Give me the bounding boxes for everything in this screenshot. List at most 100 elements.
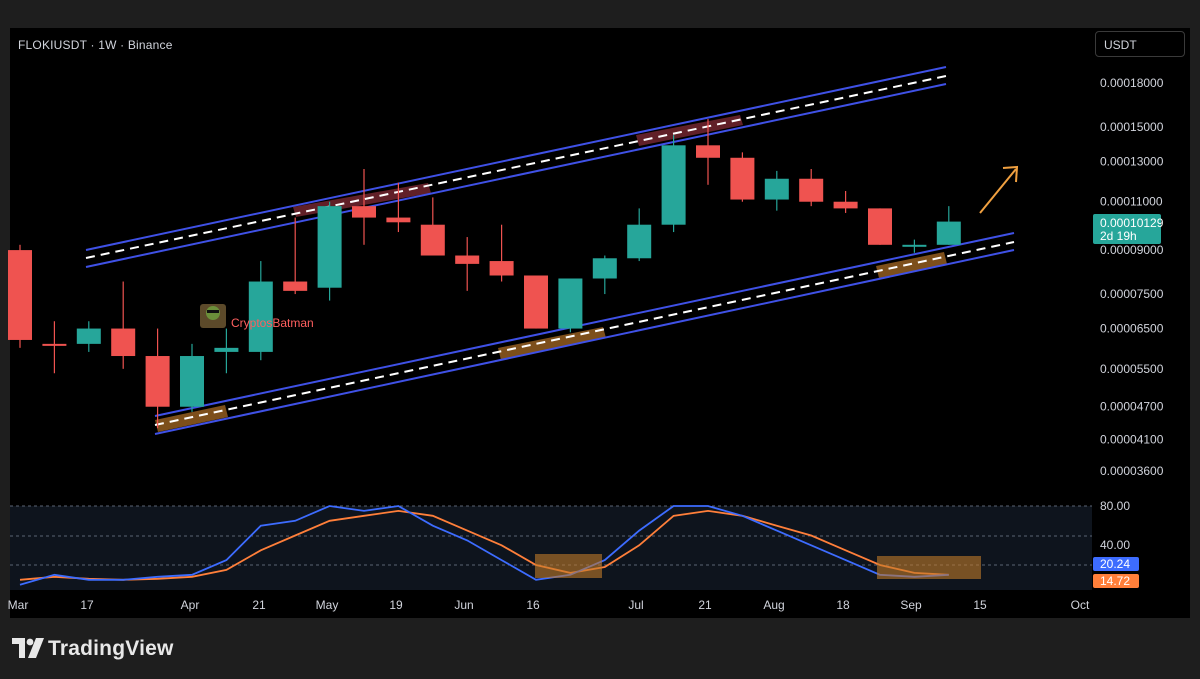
channel-lower-mid-line: [154, 241, 1015, 426]
avatar-icon: [200, 304, 226, 328]
candle: [8, 244, 32, 348]
candle-body: [317, 206, 342, 288]
price-tick-label: 0.00018000: [1100, 76, 1164, 90]
tradingview-logo-icon: [12, 638, 44, 658]
brand-label: TradingView: [48, 637, 174, 660]
time-tick-label: 15: [973, 598, 987, 612]
time-tick-label: 21: [698, 598, 712, 612]
symbol-header: FLOKIUSDT · 1W · Binance: [18, 38, 173, 52]
candle: [833, 191, 858, 213]
price-axis: 0.00018000 0.00015000 0.00013000 0.00011000…: [1100, 76, 1164, 478]
candle: [730, 152, 755, 202]
time-axis: Mar 17 Apr 21 May 19 Jun 16 Jul 21 Aug 18 Sep 15 Oct: [8, 598, 1090, 612]
time-tick-label: Mar: [8, 598, 29, 612]
candle-body: [558, 278, 583, 329]
time-tick-label: Jun: [454, 598, 473, 612]
time-tick-label: 19: [389, 598, 403, 612]
time-tick-label: Apr: [181, 598, 200, 612]
candle: [696, 119, 720, 185]
candle-body: [696, 145, 720, 158]
time-tick-label: 18: [836, 598, 850, 612]
candle: [145, 328, 170, 429]
candle-body: [455, 255, 480, 264]
price-tick-label: 0.00004700: [1100, 400, 1164, 414]
stoch-d-line: [19, 509, 949, 581]
channel-lower-top-line: [154, 232, 1015, 417]
candle: [386, 182, 411, 233]
candle-body: [283, 281, 308, 291]
current-price-countdown: 2d 19h: [1100, 229, 1137, 243]
candle: [180, 343, 204, 412]
stoch-k-value: 20.24: [1100, 557, 1130, 571]
channel-lower-bottom-line: [154, 249, 1015, 435]
candle: [317, 201, 342, 301]
candle: [936, 206, 961, 245]
candle-body: [592, 258, 617, 279]
candle: [214, 328, 239, 374]
candle-body: [489, 261, 514, 276]
bottom-zone-1: [155, 405, 228, 432]
candle-body: [352, 206, 376, 218]
stoch-k-line: [19, 505, 949, 586]
price-tick-label: 0.00011000: [1100, 195, 1163, 209]
candle: [558, 278, 583, 333]
price-tick-label: 0.00003600: [1100, 464, 1164, 478]
watermark-label: CryptosBatman: [231, 316, 314, 330]
price-tick-label: 0.00006500: [1100, 322, 1164, 336]
candle-body: [180, 356, 204, 407]
stoch-d-badge: [1093, 574, 1139, 588]
candle-body: [936, 221, 961, 245]
candle: [799, 168, 824, 207]
price-tick-label: 0.00005500: [1100, 362, 1164, 376]
candle: [661, 135, 686, 233]
candle-body: [661, 145, 686, 225]
candle-body: [833, 201, 858, 209]
channel-upper-bottom-line: [85, 83, 947, 268]
time-tick-label: 16: [526, 598, 540, 612]
candle-body: [730, 157, 755, 200]
channel-upper-mid-line: [85, 75, 947, 259]
candle-body: [248, 281, 273, 352]
current-price-badge: [1093, 214, 1161, 244]
candle-body: [799, 178, 824, 202]
candle: [352, 168, 376, 245]
price-tick-label: 0.00013000: [1100, 154, 1164, 168]
time-tick-label: 17: [80, 598, 94, 612]
stoch-zone-2: [877, 556, 981, 579]
time-tick-label: Jul: [628, 598, 643, 612]
candle: [248, 261, 273, 361]
candles-layer: [8, 119, 961, 429]
time-tick-label: Oct: [1071, 598, 1090, 612]
candle-body: [524, 275, 548, 329]
stoch-level-40-label: 40.00: [1100, 538, 1130, 552]
candle: [455, 237, 480, 291]
time-tick-label: Aug: [763, 598, 784, 612]
candle-body: [42, 343, 67, 346]
stoch-level-80-label: 80.00: [1100, 499, 1130, 513]
candle: [489, 224, 514, 282]
time-tick-label: Sep: [900, 598, 922, 612]
time-tick-label: May: [316, 598, 339, 612]
time-tick-label: 21: [252, 598, 266, 612]
channel-upper-top-line: [85, 66, 947, 251]
candle-body: [386, 217, 411, 223]
candle: [42, 321, 67, 374]
candle-body: [8, 250, 32, 340]
candle-body: [145, 356, 170, 407]
candle-body: [76, 328, 101, 344]
candle: [627, 208, 652, 262]
price-tick-label: 0.00009000: [1100, 243, 1164, 257]
candle-body: [868, 208, 892, 245]
candle: [902, 239, 927, 253]
candle: [420, 197, 445, 256]
candle: [868, 208, 892, 245]
price-tick-label: 0.00004100: [1100, 433, 1164, 447]
candle: [76, 321, 101, 352]
candle-body: [214, 347, 239, 352]
candle: [283, 217, 308, 295]
candle-body: [764, 178, 789, 200]
candle: [592, 255, 617, 295]
currency-button[interactable]: USDT: [1095, 31, 1185, 57]
bottom-zone-3: [876, 252, 947, 278]
